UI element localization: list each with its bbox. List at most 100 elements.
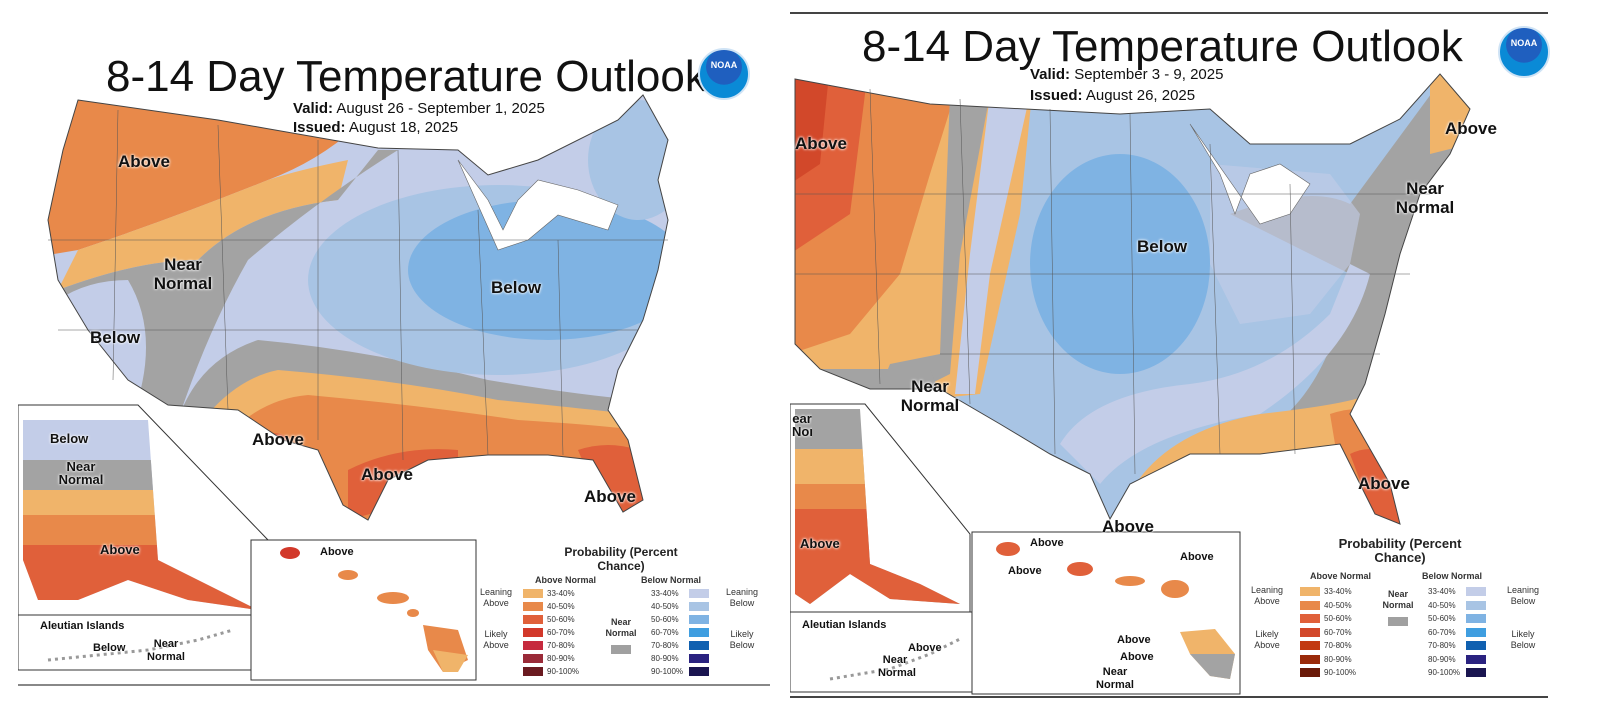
above-swatch bbox=[1300, 627, 1320, 637]
aleutian-title: Aleutian Islands bbox=[40, 620, 125, 632]
alaska-label: ear Normal bbox=[792, 412, 812, 438]
region-label: Near Normal bbox=[900, 377, 960, 415]
below-range-label: 50-60% bbox=[1428, 614, 1456, 623]
region-label: Above bbox=[252, 430, 304, 449]
below-range-label: 60-70% bbox=[1428, 627, 1456, 637]
near-normal-swatch bbox=[1388, 617, 1408, 626]
alaska-label: Above bbox=[800, 536, 840, 551]
above-normal-header: Above Normal bbox=[1310, 571, 1372, 581]
region-label: Above bbox=[795, 134, 847, 153]
above-range-label: 33-40% bbox=[547, 589, 575, 598]
hawaii-label: Above bbox=[320, 546, 354, 558]
above-swatch bbox=[1300, 641, 1320, 650]
above-swatch bbox=[1300, 587, 1320, 596]
legend: Probability (Percent Chance) Above Norma… bbox=[1250, 537, 1550, 687]
below-normal-header: Below Normal bbox=[641, 575, 702, 585]
above-range-label: 50-60% bbox=[1324, 614, 1352, 623]
valid-dates: Valid: August 26 - September 1, 2025 bbox=[293, 100, 545, 117]
above-swatch bbox=[1300, 654, 1320, 664]
leaning-above: Leaning Above bbox=[479, 587, 513, 608]
above-range-label: 90-100% bbox=[547, 667, 580, 676]
hawaii-label: Above bbox=[1117, 634, 1151, 646]
above-swatch bbox=[523, 641, 543, 650]
above-swatch bbox=[1300, 668, 1320, 677]
below-swatch bbox=[1466, 668, 1486, 677]
below-range-label: 90-100% bbox=[651, 667, 684, 676]
legend: Probability (Percent Chance) Above Norma… bbox=[473, 545, 773, 685]
leaning-below: Leaning Below bbox=[725, 587, 759, 608]
above-range-label: 60-70% bbox=[1324, 627, 1352, 637]
region-label: Below bbox=[491, 278, 542, 297]
likely-below: Likely Below bbox=[1510, 629, 1536, 650]
below-swatch bbox=[689, 654, 709, 663]
issued-label: Issued: bbox=[1030, 87, 1083, 104]
below-range-label: 70-80% bbox=[1428, 641, 1456, 650]
above-range-label: 40-50% bbox=[547, 602, 575, 611]
below-swatch bbox=[689, 641, 709, 650]
valid-label: Valid: bbox=[1030, 66, 1071, 83]
above-range-label: 80-90% bbox=[1324, 654, 1352, 664]
hawaii-label: Above bbox=[1008, 565, 1042, 577]
aleutian-label: Near Normal bbox=[147, 638, 185, 663]
above-range-label: 90-100% bbox=[1324, 668, 1357, 677]
below-range-label: 33-40% bbox=[1428, 587, 1456, 596]
hawaii-label: Above bbox=[1180, 551, 1214, 563]
region-label: Above bbox=[118, 152, 170, 171]
below-swatch bbox=[689, 589, 709, 598]
region-label: Near Normal bbox=[1395, 179, 1455, 217]
issued-date: Issued: August 26, 2025 bbox=[1030, 87, 1195, 104]
above-swatch bbox=[523, 667, 543, 676]
above-swatch bbox=[523, 615, 543, 624]
near-normal-swatch bbox=[611, 645, 631, 654]
aleutian-label: Above bbox=[908, 642, 942, 654]
below-range-label: 60-70% bbox=[651, 628, 679, 637]
above-range-label: 50-60% bbox=[547, 615, 575, 624]
alaska-label: Below bbox=[50, 431, 89, 446]
region-label: Above bbox=[1358, 474, 1410, 493]
below-swatch bbox=[1466, 627, 1486, 637]
near-normal-label: Near Normal bbox=[605, 617, 637, 638]
below-swatch bbox=[1466, 654, 1486, 664]
left-map-graphic bbox=[18, 94, 669, 681]
below-range-label: 70-80% bbox=[651, 641, 679, 650]
legend-title: Probability (Percent Chance) bbox=[564, 545, 678, 573]
hawaii-label: Above bbox=[1120, 651, 1154, 663]
aleutian-label: Near Normal bbox=[878, 654, 916, 679]
valid-dates: Valid: September 3 - 9, 2025 bbox=[1030, 66, 1223, 83]
valid-value: September 3 - 9, 2025 bbox=[1074, 66, 1224, 83]
below-range-label: 33-40% bbox=[651, 589, 679, 598]
issued-label: Issued: bbox=[293, 119, 346, 136]
above-normal-header: Above Normal bbox=[535, 575, 597, 585]
above-range-label: 33-40% bbox=[1324, 587, 1352, 596]
aleutian-label: Below bbox=[93, 642, 126, 654]
issued-value: August 26, 2025 bbox=[1085, 87, 1196, 104]
hawaii-label: Above bbox=[1030, 537, 1064, 549]
valid-label: Valid: bbox=[293, 100, 334, 117]
hawaii-label: Near Normal bbox=[1096, 666, 1134, 691]
alaska-label: Near Normal bbox=[58, 459, 104, 487]
below-normal-header: Below Normal bbox=[1422, 571, 1483, 581]
legend-title: Probability (Percent Chance) bbox=[1338, 536, 1462, 565]
region-label: Above bbox=[361, 465, 413, 484]
leaning-below: Leaning Below bbox=[1506, 585, 1540, 606]
alaska-label: Above bbox=[100, 542, 140, 557]
region-label: Below bbox=[1137, 237, 1188, 256]
above-swatch bbox=[1300, 600, 1320, 610]
above-swatch bbox=[523, 602, 543, 611]
above-swatch bbox=[523, 589, 543, 598]
below-range-label: 80-90% bbox=[651, 654, 679, 663]
below-range-label: 50-60% bbox=[651, 615, 679, 624]
noaa-logo-icon: NOAA bbox=[698, 48, 750, 100]
below-swatch bbox=[689, 615, 709, 624]
below-swatch bbox=[689, 628, 709, 637]
below-swatch bbox=[689, 602, 709, 611]
above-swatch bbox=[523, 654, 543, 663]
above-range-label: 70-80% bbox=[547, 641, 575, 650]
above-swatch bbox=[1300, 614, 1320, 623]
right-map-graphic bbox=[790, 73, 1471, 695]
right-outlook-map: 8-14 Day Temperature Outlook Valid: Sept… bbox=[790, 12, 1550, 698]
likely-below: Likely Below bbox=[729, 629, 755, 650]
below-swatch bbox=[1466, 600, 1486, 610]
below-range-label: 80-90% bbox=[1428, 654, 1456, 664]
above-range-label: 80-90% bbox=[547, 654, 575, 663]
